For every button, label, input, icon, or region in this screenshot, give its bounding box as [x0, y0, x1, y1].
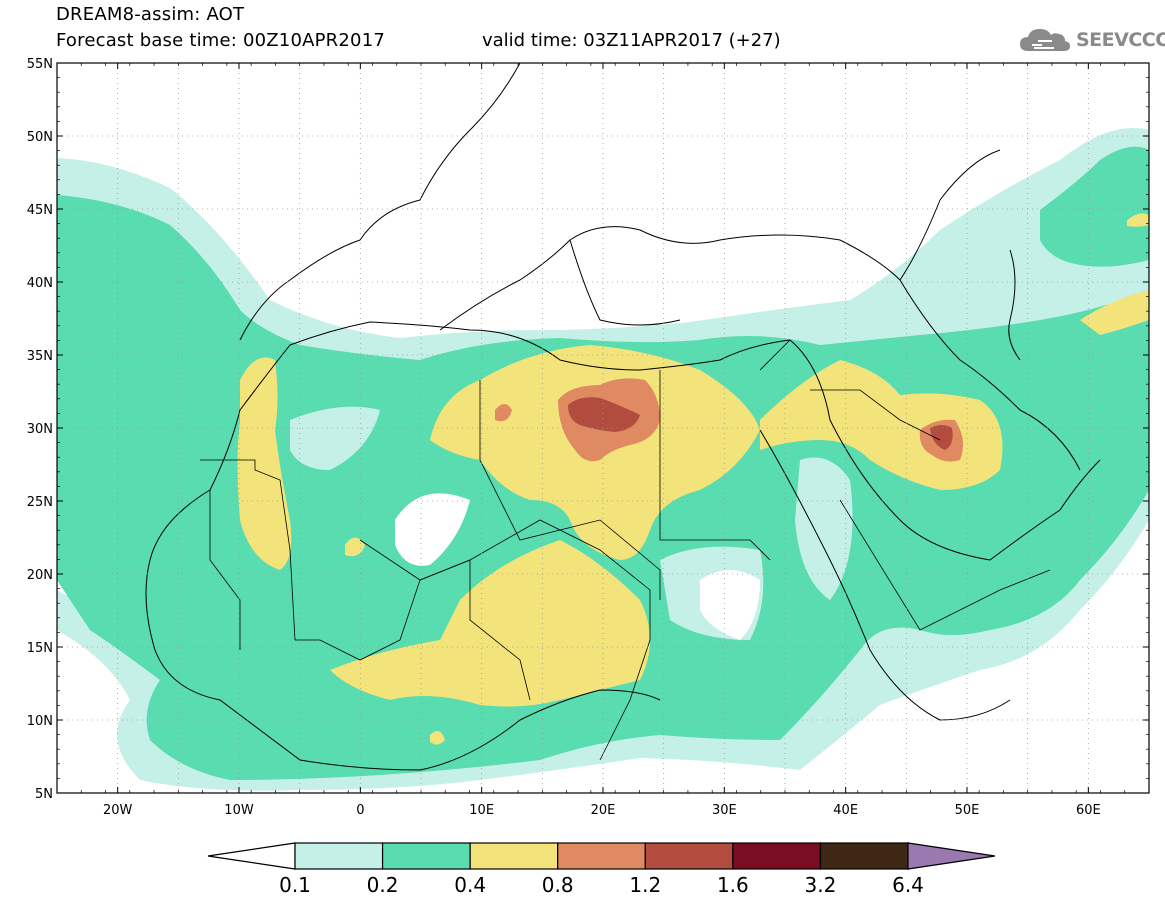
- colorbar-box: [644, 842, 734, 870]
- logo-text: SEEVCCC: [1076, 29, 1165, 51]
- valid-time: valid time: 03Z11APR2017 (+27): [482, 30, 781, 51]
- colorbar-arrow-high: [907, 842, 996, 870]
- colorbar-label: 0.4: [454, 873, 486, 897]
- lon-tick-label: 30E: [712, 803, 737, 818]
- forecast-base-time: Forecast base time: 00Z10APR2017: [56, 30, 385, 51]
- lon-tick-label: 50E: [955, 803, 980, 818]
- lon-tick-label: 60E: [1076, 803, 1101, 818]
- colorbar-box: [819, 842, 909, 870]
- gridlines: [57, 63, 1149, 793]
- lon-tick-label: 10W: [224, 803, 254, 818]
- lat-tick-label: 40N: [27, 276, 53, 291]
- lon-tick-label: 20E: [591, 803, 616, 818]
- colorbar-label: 0.8: [542, 873, 574, 897]
- seevccc-logo: SEEVCCC: [1018, 26, 1165, 54]
- colorbar-arrow-low: [207, 842, 296, 870]
- colorbar: 0.1 0.2 0.4 0.8 1.2 1.6 3.2 6.4: [207, 842, 996, 897]
- colorbar-box: [469, 842, 559, 870]
- lat-tick-label: 15N: [27, 641, 53, 656]
- lon-tick-label: 0: [356, 803, 364, 818]
- borders: [200, 339, 1051, 761]
- cloud-icon: [1020, 29, 1070, 51]
- colorbar-label: 1.6: [717, 873, 749, 897]
- colorbar-box: [381, 842, 471, 870]
- colorbar-box: [732, 842, 822, 870]
- map-title: DREAM8-assim: AOT: [56, 4, 245, 25]
- lat-tick-label: 55N: [27, 57, 53, 72]
- lat-tick-label: 10N: [27, 714, 53, 729]
- lat-tick-label: 25N: [27, 495, 53, 510]
- colorbar-label: 0.2: [367, 873, 399, 897]
- lon-tick-label: 20W: [103, 803, 133, 818]
- lat-tick-label: 5N: [35, 787, 53, 802]
- lon-tick-label: 40E: [833, 803, 858, 818]
- lat-axis: 55N 50N 45N 40N 35N 30N 25N 20N 15N 10N 5N: [27, 57, 1149, 802]
- colorbar-box: [294, 842, 384, 870]
- lat-tick-label: 50N: [27, 130, 53, 145]
- colorbar-box: [557, 842, 646, 870]
- colorbar-label: 6.4: [892, 873, 924, 897]
- lon-axis: 20W 10W 0 10E 20E 30E 40E 50E 60E: [56, 63, 1150, 818]
- colorbar-label: 3.2: [805, 873, 837, 897]
- lat-tick-label: 20N: [27, 568, 53, 583]
- colorbar-label: 1.2: [629, 873, 661, 897]
- lat-tick-label: 35N: [27, 349, 53, 364]
- lat-tick-label: 45N: [27, 203, 53, 218]
- colorbar-label: 0.1: [279, 873, 311, 897]
- lat-tick-label: 30N: [27, 422, 53, 437]
- coastlines: [145, 63, 1101, 771]
- lon-tick-label: 10E: [469, 803, 494, 818]
